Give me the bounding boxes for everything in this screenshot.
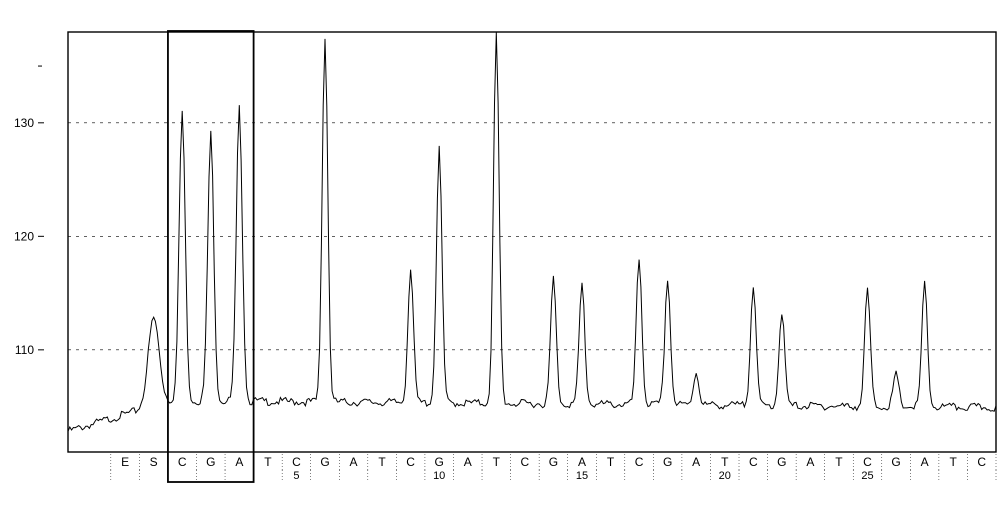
xtick-label: T	[607, 455, 615, 469]
xtick-label: A	[578, 455, 586, 469]
xtick-number: 25	[861, 470, 873, 482]
xtick-label: T	[949, 455, 957, 469]
xtick-label: G	[320, 455, 329, 469]
xtick-number: 20	[719, 470, 731, 482]
xtick-label: A	[350, 455, 358, 469]
xtick-label: G	[777, 455, 786, 469]
xtick-label: C	[635, 455, 644, 469]
pyrogram-chart: 110 120 130 E S C G A T C G A T C G A T C G A T C G A T C G A T C G A T C…	[0, 0, 1000, 509]
xtick-label: C	[977, 455, 986, 469]
ytick-label: 120	[14, 229, 34, 243]
xtick-label: T	[835, 455, 843, 469]
xtick-label: A	[921, 455, 929, 469]
xtick-label: C	[521, 455, 530, 469]
xtick-label: C	[749, 455, 758, 469]
xtick-label: E	[121, 455, 129, 469]
xtick-label: A	[235, 455, 243, 469]
xtick-label: T	[378, 455, 386, 469]
xtick-number: 10	[433, 470, 445, 482]
ytick-label: 130	[14, 116, 34, 130]
xtick-number: 5	[293, 470, 299, 482]
xtick-number: 15	[576, 470, 588, 482]
xtick-label: S	[150, 455, 158, 469]
xtick-label: G	[663, 455, 672, 469]
xtick-label: T	[264, 455, 272, 469]
xtick-label: C	[406, 455, 415, 469]
xtick-label: G	[549, 455, 558, 469]
xtick-label: A	[692, 455, 700, 469]
xtick-label: A	[806, 455, 814, 469]
xtick-label: T	[493, 455, 501, 469]
xtick-label: C	[178, 455, 187, 469]
xtick-label: T	[721, 455, 729, 469]
xtick-label: A	[464, 455, 472, 469]
ytick-label: 110	[15, 343, 34, 357]
xtick-label: C	[292, 455, 301, 469]
xtick-label: C	[863, 455, 872, 469]
xtick-label: G	[891, 455, 900, 469]
xtick-label: G	[206, 455, 215, 469]
xtick-label: G	[435, 455, 444, 469]
